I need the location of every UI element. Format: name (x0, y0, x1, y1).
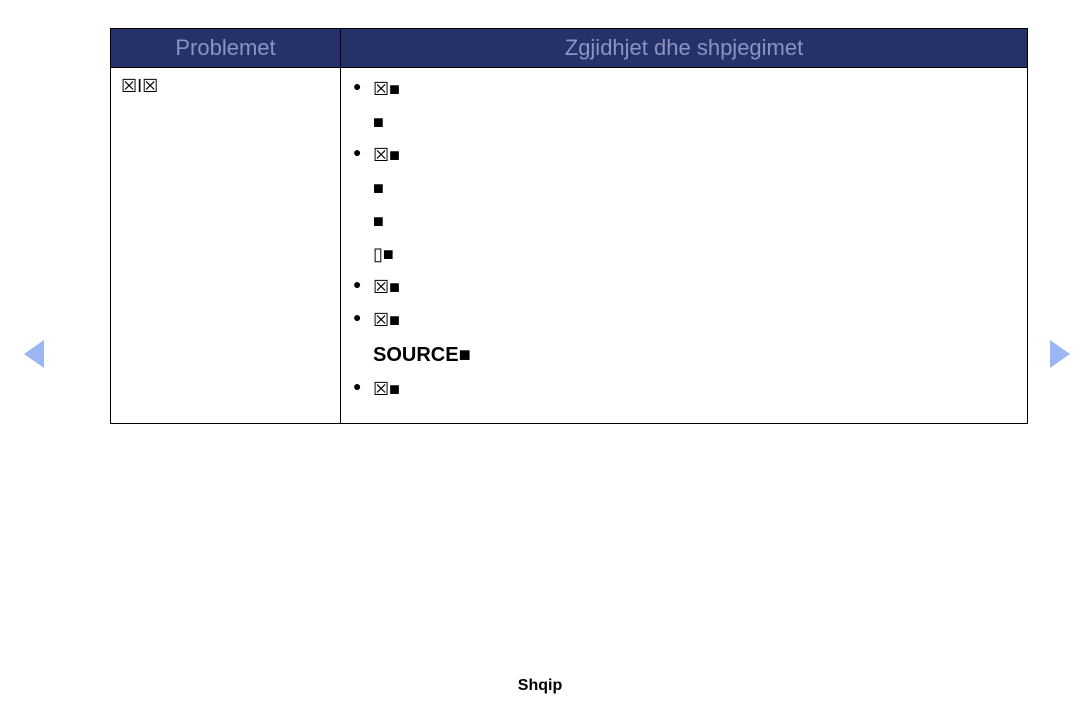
source-label: SOURCE■ (351, 340, 1017, 370)
solution-bullet: ☒■ (351, 376, 1017, 403)
solution-bullet: ☒■ (351, 274, 1017, 301)
next-page-arrow[interactable] (1050, 340, 1070, 368)
solution-text: ☒■ (373, 277, 400, 297)
problem-text: ☒I☒ (121, 76, 158, 96)
solution-subline: ■ (351, 208, 1017, 235)
solution-cell: ☒■ ■ ☒■ ■ ■ ▯■ ☒■ ☒■ SOURCE■ ☒■ (341, 68, 1028, 424)
solution-subline: ■ (351, 109, 1017, 136)
solution-text: ☒■ (373, 379, 400, 399)
solution-subline: ▯■ (351, 241, 1017, 268)
problem-cell: ☒I☒ (111, 68, 341, 424)
solution-bullet: ☒■ (351, 307, 1017, 334)
solution-text: ☒■ (373, 310, 400, 330)
solution-text: ☒■ (373, 145, 400, 165)
solution-bullet: ☒■ (351, 142, 1017, 169)
solution-bullet: ☒■ (351, 76, 1017, 103)
solution-text: ☒■ (373, 79, 400, 99)
col-header-solutions: Zgjidhjet dhe shpjegimet (341, 29, 1028, 68)
solution-subline: ■ (351, 175, 1017, 202)
col-header-problems: Problemet (111, 29, 341, 68)
troubleshooting-table: Problemet Zgjidhjet dhe shpjegimet ☒I☒ ☒… (110, 28, 1028, 424)
prev-page-arrow[interactable] (24, 340, 44, 368)
footer-language: Shqip (0, 677, 1080, 695)
